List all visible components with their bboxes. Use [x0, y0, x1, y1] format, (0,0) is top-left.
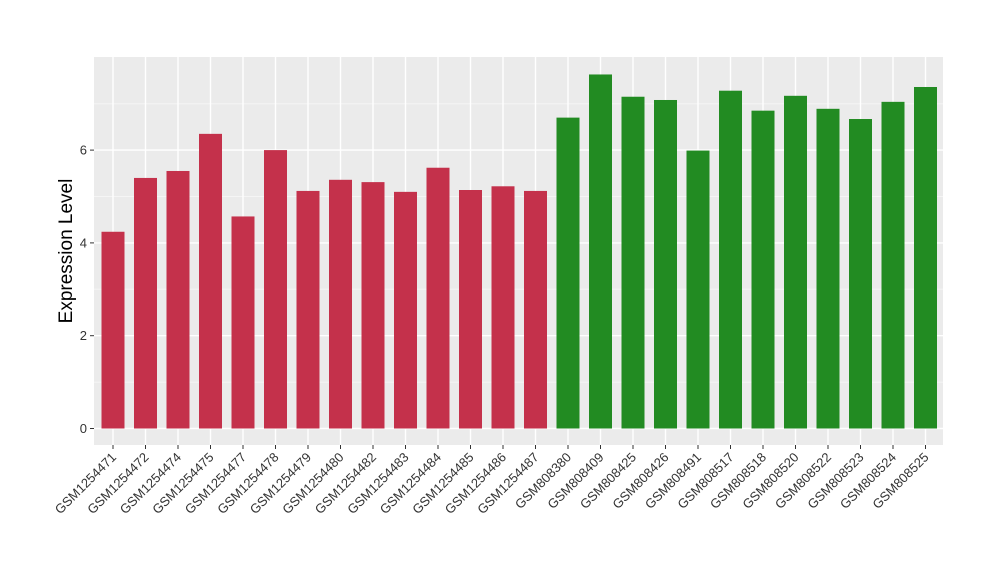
bar-GSM808523	[849, 119, 872, 429]
bar-GSM808525	[914, 86, 937, 429]
bar-GSM808517	[719, 90, 742, 429]
bar-GSM1254478	[264, 150, 287, 429]
bar-GSM1254484	[426, 167, 450, 429]
bar-GSM1254471	[101, 231, 125, 429]
bar-GSM1254474	[166, 170, 190, 429]
bar-GSM808524	[881, 101, 905, 429]
bar-GSM808518	[751, 110, 775, 429]
bar-GSM1254486	[491, 186, 515, 429]
bar-GSM1254477	[231, 216, 255, 429]
y-tick-label: 2	[80, 328, 87, 343]
y-axis-title: Expression Level	[56, 179, 77, 324]
bar-GSM1254480	[329, 179, 352, 429]
bar-GSM1254485	[459, 190, 482, 429]
bar-GSM1254482	[361, 182, 385, 429]
bar-GSM808520	[784, 95, 807, 429]
x-axis: GSM1254471GSM1254472GSM1254474GSM1254475…	[52, 445, 932, 517]
y-tick-label: 4	[80, 235, 87, 250]
bar-GSM808491	[686, 150, 710, 429]
bar-GSM808380	[556, 117, 580, 429]
y-axis: 0 2 4 6	[80, 143, 94, 436]
y-tick-label: 6	[80, 143, 87, 158]
bar-GSM1254487	[524, 190, 547, 429]
bar-GSM1254479	[296, 190, 320, 429]
bars	[101, 74, 937, 429]
bar-GSM808409	[589, 74, 612, 429]
bar-GSM808522	[816, 108, 840, 429]
bar-GSM1254483	[394, 191, 417, 429]
bar-GSM808426	[654, 99, 677, 429]
bar-GSM808425	[621, 96, 645, 429]
bar-GSM1254472	[134, 177, 157, 429]
bar-GSM1254475	[199, 133, 222, 429]
y-tick-label: 0	[80, 421, 87, 436]
